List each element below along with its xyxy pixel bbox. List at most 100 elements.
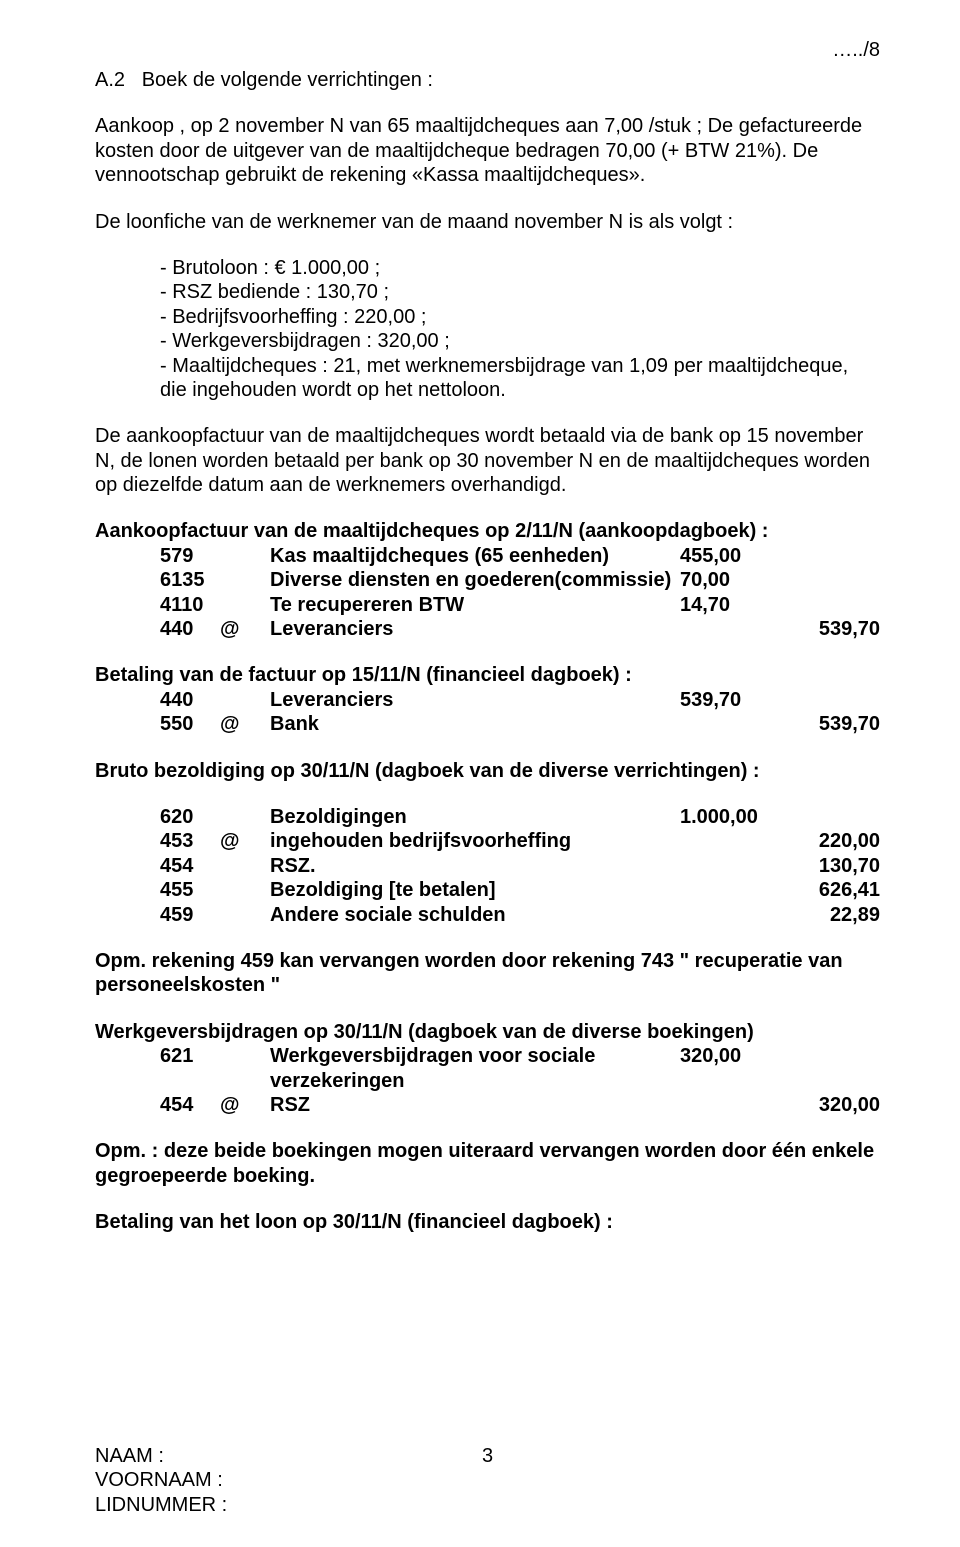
- credit-amount: 626,41: [790, 878, 880, 902]
- account-description: Bezoldiging [te betalen]: [270, 878, 680, 902]
- account-code: 440: [160, 617, 220, 641]
- at-symbol: [220, 544, 270, 568]
- journal-row: 440@Leveranciers 539,70: [160, 617, 880, 641]
- credit-amount: 22,89: [790, 903, 880, 927]
- account-code: 4110: [160, 593, 220, 617]
- at-symbol: [220, 568, 270, 592]
- at-symbol: [220, 854, 270, 878]
- journal-row: 620 Bezoldigingen1.000,00: [160, 805, 880, 829]
- section-heading: A.2 Boek de volgende verrichtingen :: [95, 68, 880, 92]
- journal-row: 459 Andere sociale schulden 22,89: [160, 903, 880, 927]
- debit-amount: 455,00: [680, 544, 790, 568]
- credit-amount: [790, 544, 880, 568]
- journal-section-2: Betaling van de factuur op 15/11/N (fina…: [95, 663, 880, 736]
- journal-row: 454@RSZ 320,00: [160, 1093, 880, 1117]
- list-item: - Maaltijdcheques : 21, met werknemersbi…: [160, 354, 880, 403]
- intro-paragraph-2: De loonfiche van de werknemer van de maa…: [95, 210, 880, 234]
- debit-amount: 320,00: [680, 1044, 790, 1093]
- account-code: 453: [160, 829, 220, 853]
- account-description: Diverse diensten en goederen(commissie): [270, 568, 680, 592]
- journal-section-3: Bruto bezoldiging op 30/11/N (dagboek va…: [95, 759, 880, 927]
- credit-amount: [790, 568, 880, 592]
- credit-amount: 539,70: [790, 712, 880, 736]
- journal-row: 454 RSZ. 130,70: [160, 854, 880, 878]
- journal-row: 550@Bank 539,70: [160, 712, 880, 736]
- at-symbol: [220, 878, 270, 902]
- at-symbol: @: [220, 712, 270, 736]
- account-description: Bezoldigingen: [270, 805, 680, 829]
- page-mark: …../8: [832, 38, 880, 62]
- debit-amount: [680, 1093, 790, 1117]
- journal-section-1: Aankoopfactuur van de maaltijdcheques op…: [95, 519, 880, 641]
- footer-voornaam: VOORNAAM :: [95, 1468, 880, 1492]
- list-item: - Bedrijfsvoorheffing : 220,00 ;: [160, 305, 880, 329]
- note-1: Opm. rekening 459 kan vervangen worden d…: [95, 949, 880, 998]
- intro-paragraph-1: Aankoop , op 2 november N van 65 maaltij…: [95, 114, 880, 187]
- journal-row: 6135 Diverse diensten en goederen(commiss…: [160, 568, 880, 592]
- at-symbol: @: [220, 1093, 270, 1117]
- credit-amount: [790, 688, 880, 712]
- debit-amount: [680, 829, 790, 853]
- account-code: 579: [160, 544, 220, 568]
- page-footer: NAAM : VOORNAAM : LIDNUMMER : 3: [95, 1444, 880, 1517]
- debit-amount: [680, 712, 790, 736]
- debit-amount: 70,00: [680, 568, 790, 592]
- account-description: Werkgeversbijdragen voor sociale verzeke…: [270, 1044, 680, 1093]
- account-description: ingehouden bedrijfsvoorheffing: [270, 829, 680, 853]
- journal-title: Aankoopfactuur van de maaltijdcheques op…: [95, 519, 880, 543]
- note-2: Opm. : deze beide boekingen mogen uitera…: [95, 1139, 880, 1188]
- journal-section-4: Werkgeversbijdragen op 30/11/N (dagboek …: [95, 1020, 880, 1118]
- account-code: 440: [160, 688, 220, 712]
- debit-amount: [680, 617, 790, 641]
- journal-row: 453@ingehouden bedrijfsvoorheffing 220,00: [160, 829, 880, 853]
- journal-title: Betaling van de factuur op 15/11/N (fina…: [95, 663, 880, 687]
- journal-row: 579 Kas maaltijdcheques (65 eenheden)455,…: [160, 544, 880, 568]
- journal-row: 440Leveranciers539,70: [160, 688, 880, 712]
- account-description: Leveranciers: [270, 688, 680, 712]
- at-symbol: @: [220, 617, 270, 641]
- list-item: - Werkgeversbijdragen : 320,00 ;: [160, 329, 880, 353]
- debit-amount: 1.000,00: [680, 805, 790, 829]
- account-description: Leveranciers: [270, 617, 680, 641]
- journal-title: Werkgeversbijdragen op 30/11/N (dagboek …: [95, 1020, 880, 1044]
- credit-amount: 539,70: [790, 617, 880, 641]
- account-code: 454: [160, 1093, 220, 1117]
- credit-amount: 130,70: [790, 854, 880, 878]
- list-item: - Brutoloon : € 1.000,00 ;: [160, 256, 880, 280]
- debit-amount: 14,70: [680, 593, 790, 617]
- account-code: 620: [160, 805, 220, 829]
- account-description: Andere sociale schulden: [270, 903, 680, 927]
- journal-section-5-title: Betaling van het loon op 30/11/N (financ…: [95, 1210, 880, 1234]
- debit-amount: [680, 903, 790, 927]
- credit-amount: 320,00: [790, 1093, 880, 1117]
- credit-amount: [790, 593, 880, 617]
- loonfiche-list: - Brutoloon : € 1.000,00 ; - RSZ bediend…: [160, 256, 880, 402]
- journal-row: 455 Bezoldiging [te betalen] 626,41: [160, 878, 880, 902]
- account-code: 455: [160, 878, 220, 902]
- account-description: Kas maaltijdcheques (65 eenheden): [270, 544, 680, 568]
- journal-title: Bruto bezoldiging op 30/11/N (dagboek va…: [95, 759, 880, 783]
- account-code: 6135: [160, 568, 220, 592]
- footer-pagenum: 3: [482, 1444, 493, 1468]
- intro-paragraph-3: De aankoopfactuur van de maaltijdcheques…: [95, 424, 880, 497]
- account-code: 459: [160, 903, 220, 927]
- credit-amount: [790, 1044, 880, 1093]
- at-symbol: [220, 688, 270, 712]
- account-description: RSZ: [270, 1093, 680, 1117]
- account-code: 550: [160, 712, 220, 736]
- at-symbol: [220, 593, 270, 617]
- account-description: Te recupereren BTW: [270, 593, 680, 617]
- account-description: RSZ.: [270, 854, 680, 878]
- debit-amount: [680, 854, 790, 878]
- journal-row: 4110 Te recupereren BTW14,70: [160, 593, 880, 617]
- account-code: 621: [160, 1044, 220, 1093]
- at-symbol: [220, 903, 270, 927]
- list-item: - RSZ bediende : 130,70 ;: [160, 280, 880, 304]
- credit-amount: 220,00: [790, 829, 880, 853]
- credit-amount: [790, 805, 880, 829]
- journal-row: 621 Werkgeversbijdragen voor sociale verz…: [160, 1044, 880, 1093]
- at-symbol: [220, 805, 270, 829]
- at-symbol: @: [220, 829, 270, 853]
- account-description: Bank: [270, 712, 680, 736]
- account-code: 454: [160, 854, 220, 878]
